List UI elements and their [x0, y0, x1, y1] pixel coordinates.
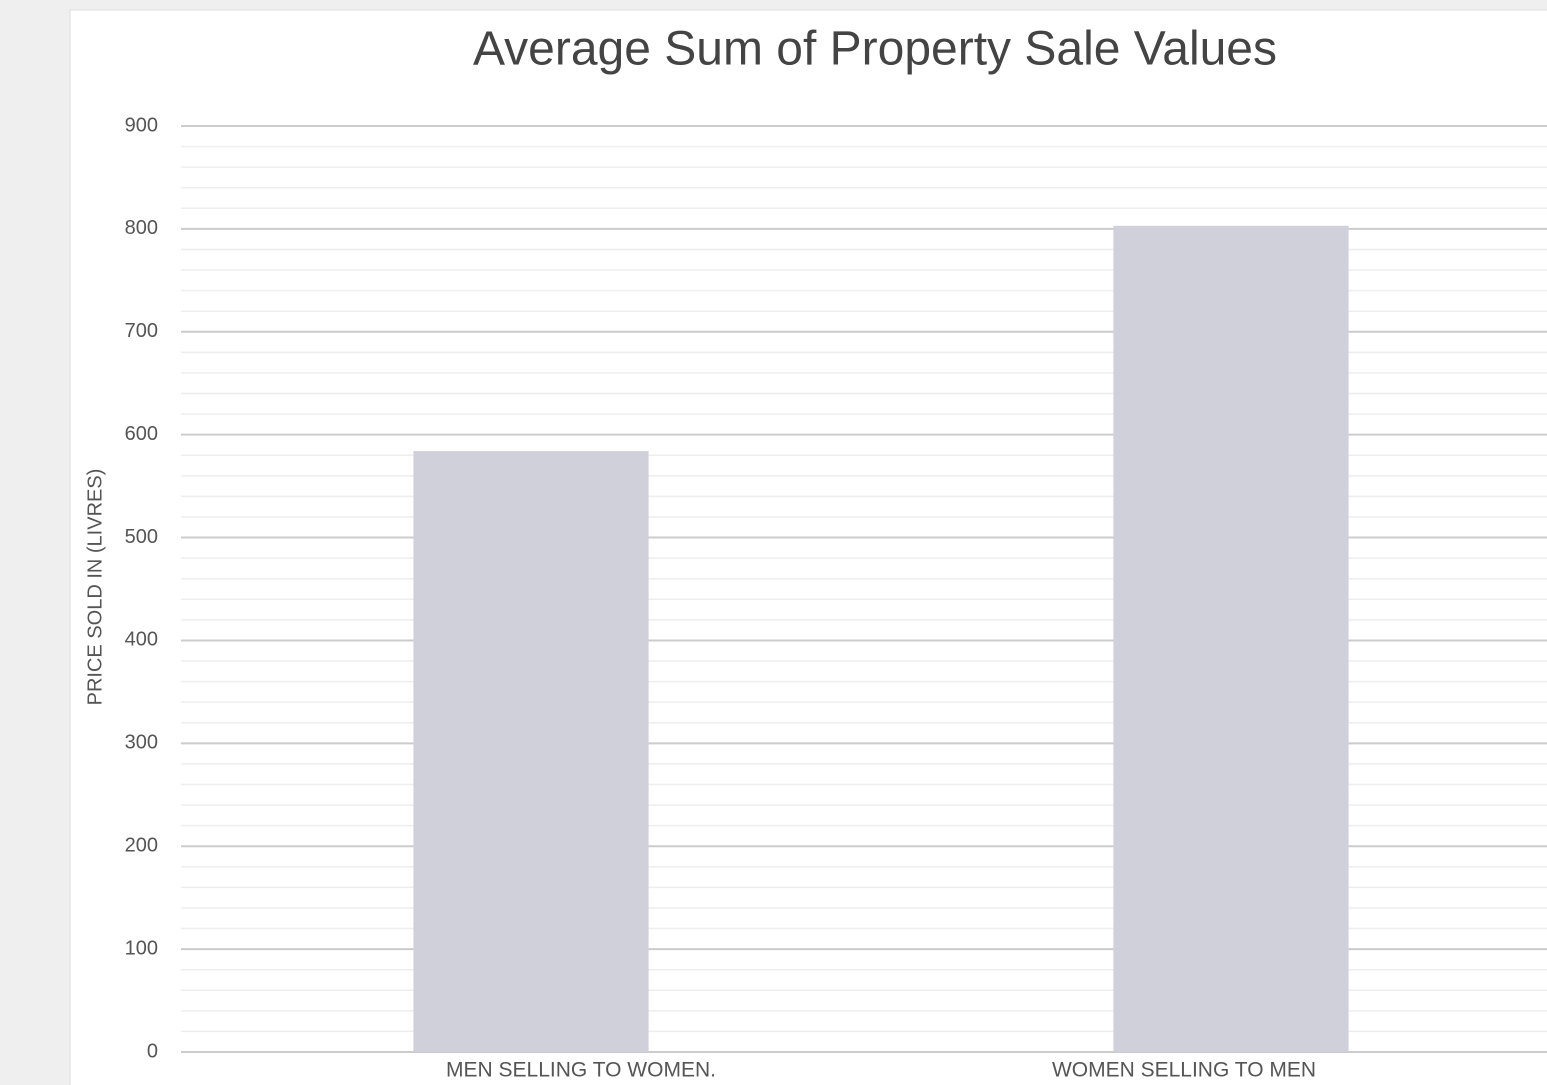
y-tick-label: 100	[125, 937, 158, 959]
bar	[1113, 225, 1349, 1052]
chart-title: Average Sum of Property Sale Values	[473, 23, 1277, 76]
x-tick-label: MEN SELLING TO WOMEN.	[446, 1059, 716, 1082]
y-tick-label: 200	[125, 835, 158, 857]
x-tick-label: WOMEN SELLING TO MEN	[1052, 1059, 1316, 1082]
y-tick-label: 600	[125, 423, 158, 445]
y-tick-label: 700	[125, 320, 158, 342]
y-tick-label: 400	[125, 629, 158, 651]
bar	[413, 451, 649, 1052]
y-axis-label: PRICE SOLD IN (LIVRES)	[84, 469, 106, 706]
y-tick-label: 0	[147, 1040, 158, 1062]
y-tick-label: 300	[125, 732, 158, 754]
y-tick-label: 500	[125, 526, 158, 548]
y-tick-label: 900	[125, 114, 158, 136]
y-tick-label: 800	[125, 217, 158, 239]
